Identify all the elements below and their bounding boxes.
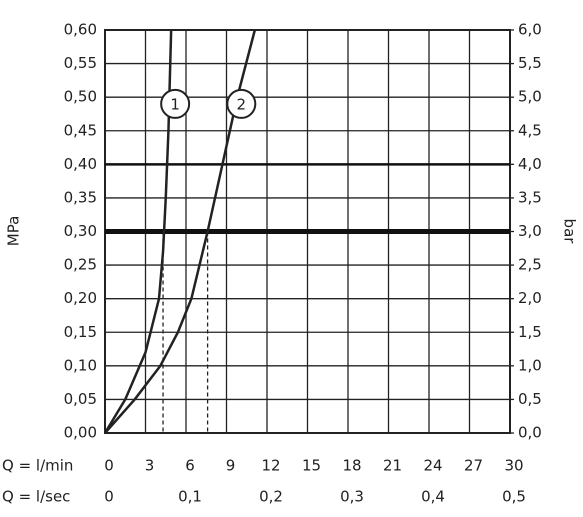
y2-tick-label: 3,5 (518, 188, 542, 206)
line (103, 29, 173, 434)
x-tick-label: 27 (464, 457, 483, 475)
x2-tick-label: 0,5 (502, 488, 526, 506)
y2-tick-label: 6,0 (518, 21, 542, 39)
y2-tick-label: 2,0 (518, 289, 542, 307)
x-tick-label: 0 (104, 457, 114, 475)
y-tick-label: 0,30 (64, 222, 97, 240)
y-axis-label: MPa (5, 216, 23, 247)
y2-axis-label: bar (561, 219, 579, 245)
y-tick-label: 0,55 (64, 54, 97, 72)
y2-tick-label: 2,5 (518, 256, 542, 274)
x2-tick-label: 0 (104, 488, 114, 506)
x2-axis-label: Q = l/sec (2, 488, 70, 506)
x-axis-label: Q = l/min (2, 457, 73, 475)
y-tick-label: 0,50 (64, 88, 97, 106)
y-tick-label: 0,45 (64, 121, 97, 139)
y-tick-label: 0,20 (64, 289, 97, 307)
y2-tick-label: 1,5 (518, 323, 542, 341)
y-tick-label: 0,15 (64, 323, 97, 341)
y2-tick-label: 0,5 (518, 390, 542, 408)
x-tick-label: 30 (504, 457, 523, 475)
x2-tick-label: 0,1 (178, 488, 202, 506)
x-tick-label: 3 (145, 457, 155, 475)
x2-tick-label: 0,3 (340, 488, 364, 506)
line (104, 29, 257, 434)
y-tick-label: 0,10 (64, 356, 97, 374)
y-tick-label: 0,00 (64, 424, 97, 442)
y-tick-label: 0,05 (64, 390, 97, 408)
y2-tick-label: 4,5 (518, 121, 542, 139)
x-tick-label: 15 (302, 457, 321, 475)
y2-tick-label: 0,0 (518, 424, 542, 442)
y-tick-label: 0,40 (64, 155, 97, 173)
x2-tick-label: 0,4 (421, 488, 445, 506)
legend-label: 1 (170, 95, 180, 113)
y2-tick-label: 3,0 (518, 222, 542, 240)
x-tick-label: 21 (383, 457, 402, 475)
y2-tick-label: 1,0 (518, 356, 542, 374)
series-label-circle (160, 88, 191, 119)
x-tick-label: 18 (342, 457, 361, 475)
y2-tick-label: 5,0 (518, 88, 542, 106)
y2-tick-label: 5,5 (518, 54, 542, 72)
y2-tick-label: 4,0 (518, 155, 542, 173)
y-tick-label: 0,35 (64, 188, 97, 206)
x-tick-label: 24 (423, 457, 442, 475)
x-tick-label: 6 (185, 457, 195, 475)
y-tick-label: 0,25 (64, 256, 97, 274)
legend-label: 2 (237, 95, 247, 113)
x-tick-label: 12 (261, 457, 280, 475)
x-tick-label: 9 (226, 457, 236, 475)
y-tick-label: 0,60 (64, 21, 97, 39)
x2-tick-label: 0,2 (259, 488, 283, 506)
series-label-circle (226, 88, 257, 119)
